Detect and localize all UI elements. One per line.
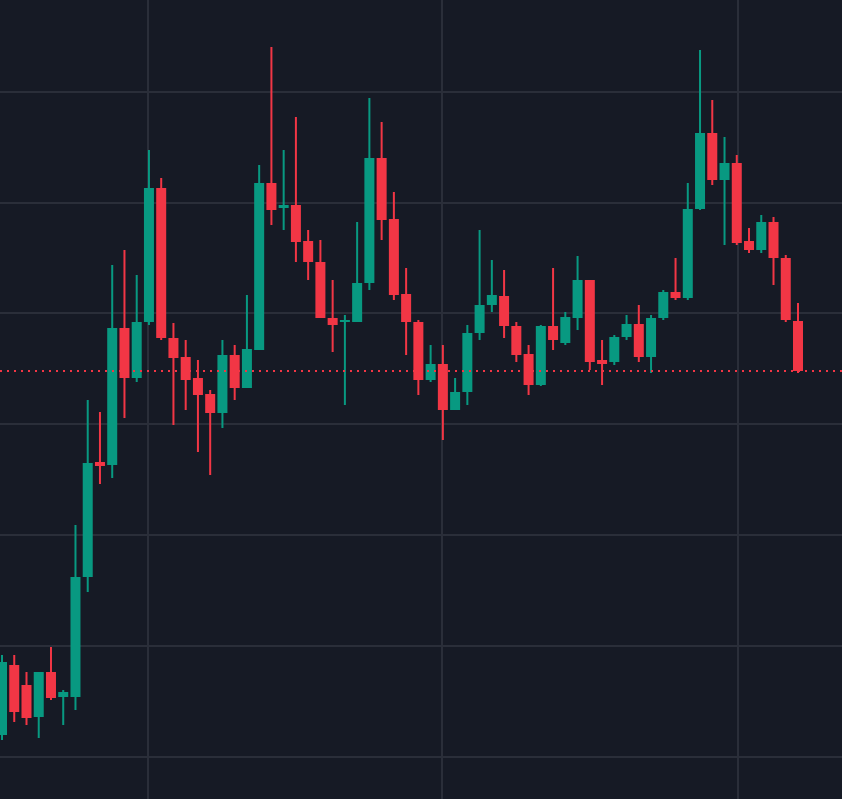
candle-body: [572, 280, 583, 318]
candle-body: [658, 292, 669, 318]
candle-body: [315, 262, 326, 318]
candle-body: [793, 321, 803, 371]
candle-body: [180, 357, 191, 380]
candle-body: [376, 158, 387, 220]
candle-body: [780, 258, 791, 320]
candle-body: [327, 318, 338, 325]
candle-body: [94, 462, 105, 466]
candle-body: [682, 209, 693, 298]
candle-body: [254, 183, 265, 350]
candle-body: [437, 364, 448, 410]
candle-body: [107, 328, 118, 465]
candle-body: [560, 317, 571, 343]
candle-body: [131, 322, 142, 378]
candle-body: [168, 338, 179, 358]
candle-body: [156, 188, 167, 338]
candle-body: [548, 326, 559, 340]
candle-body: [719, 163, 730, 180]
candle-body: [388, 219, 399, 295]
candle-body: [205, 394, 216, 413]
candle-body: [597, 360, 608, 364]
candle-body: [33, 672, 44, 717]
candle-body: [425, 364, 436, 380]
candle-body: [143, 188, 154, 322]
candle-body: [523, 354, 534, 385]
candle-body: [450, 392, 461, 410]
candle-body: [229, 355, 240, 388]
candle-body: [609, 337, 620, 362]
candle-body: [192, 378, 203, 395]
candle-body: [695, 133, 706, 209]
candle-body: [339, 320, 350, 322]
candle-body: [486, 295, 497, 305]
candle-body: [290, 205, 301, 242]
candle-body: [499, 296, 510, 326]
candle-body: [756, 222, 767, 250]
candle-body: [303, 241, 314, 262]
candle-body: [58, 692, 69, 697]
candle-body: [621, 324, 632, 337]
candle-body: [241, 349, 252, 388]
candle-body: [0, 662, 7, 735]
candle-body: [462, 333, 473, 392]
candle-body: [278, 205, 289, 208]
candle-body: [119, 328, 130, 378]
candle-body: [768, 222, 779, 258]
candle-body: [9, 665, 20, 712]
candle-body: [45, 672, 56, 698]
candle-body: [21, 685, 32, 718]
candle-body: [217, 355, 228, 413]
candle-body: [70, 577, 81, 697]
candle-body: [511, 326, 522, 355]
candle-body: [646, 318, 657, 357]
candle-body: [82, 463, 93, 577]
candle-body: [352, 283, 363, 322]
candle-body: [707, 133, 718, 180]
candle-body: [670, 292, 681, 298]
candle-body: [401, 294, 412, 322]
candle-body: [535, 326, 546, 385]
candle-body: [731, 163, 742, 243]
candle-body: [266, 183, 277, 210]
candle-body: [744, 241, 755, 250]
candle-body: [633, 324, 644, 357]
candle-body: [413, 322, 424, 380]
candle-body: [474, 305, 485, 333]
candle-body: [584, 280, 595, 362]
candle-body: [364, 158, 375, 283]
